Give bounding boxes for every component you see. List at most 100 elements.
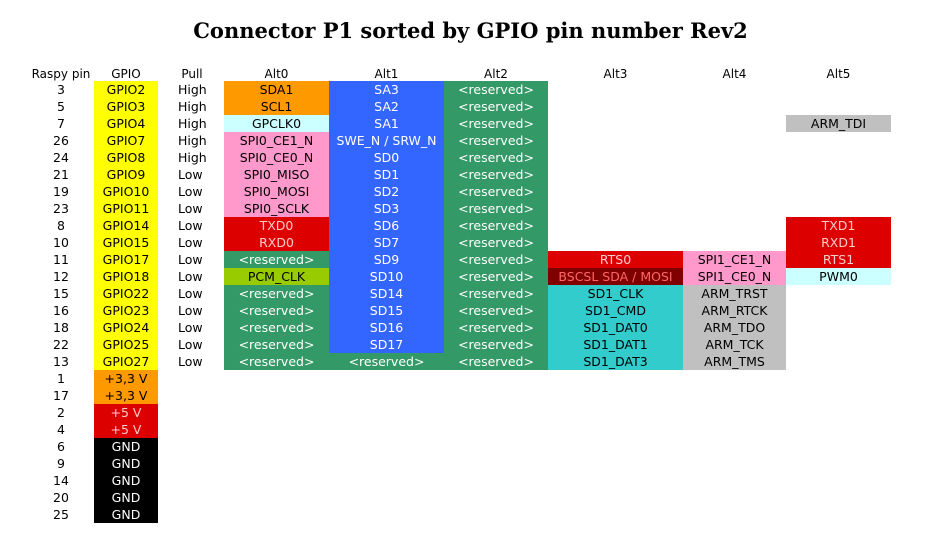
cell-pin: 16 xyxy=(53,303,69,318)
cell-gpio: +3,3 V xyxy=(94,370,158,387)
cell-pin: 15 xyxy=(53,286,69,301)
cell-alt1: SWE_N / SRW_N xyxy=(329,132,444,149)
cell-gpio: GND xyxy=(94,438,158,455)
cell-alt4: ARM_TCK xyxy=(683,336,786,353)
cell-alt1: SD7 xyxy=(329,234,444,251)
cell-pin: 13 xyxy=(53,354,69,369)
cell-alt0: SPI0_MISO xyxy=(224,166,329,183)
cell-gpio: GPIO4 xyxy=(94,115,158,132)
cell-alt3: BSCSL SDA / MOSI xyxy=(548,268,683,285)
cell-alt5: TXD1 xyxy=(786,217,891,234)
header-alt4: Alt4 xyxy=(722,67,747,81)
cell-alt4: SPI1_CE1_N xyxy=(683,251,786,268)
cell-alt1: SD1 xyxy=(329,166,444,183)
cell-alt5: PWM0 xyxy=(786,268,891,285)
cell-pin: 26 xyxy=(53,133,69,148)
cell-alt4: SPI1_CE0_N xyxy=(683,268,786,285)
cell-alt0: <reserved> xyxy=(224,353,329,370)
cell-alt2: <reserved> xyxy=(444,149,548,166)
cell-alt2: <reserved> xyxy=(444,336,548,353)
cell-alt3: SD1_CLK xyxy=(548,285,683,302)
cell-pull: Low xyxy=(178,201,203,216)
cell-gpio: GPIO3 xyxy=(94,98,158,115)
cell-gpio: GND xyxy=(94,506,158,523)
cell-pin: 10 xyxy=(53,235,69,250)
header-alt3: Alt3 xyxy=(603,67,628,81)
cell-pull: High xyxy=(178,133,207,148)
cell-alt4: ARM_RTCK xyxy=(683,302,786,319)
cell-alt2: <reserved> xyxy=(444,183,548,200)
cell-gpio: GND xyxy=(94,489,158,506)
cell-alt1: SD16 xyxy=(329,319,444,336)
cell-alt0: <reserved> xyxy=(224,319,329,336)
header-raspy-pin: Raspy pin xyxy=(31,67,91,81)
cell-alt1: SD6 xyxy=(329,217,444,234)
cell-alt0: SCL1 xyxy=(224,98,329,115)
cell-alt0: <reserved> xyxy=(224,336,329,353)
header-alt0: Alt0 xyxy=(264,67,289,81)
cell-alt5: RXD1 xyxy=(786,234,891,251)
cell-alt1: SA2 xyxy=(329,98,444,115)
cell-gpio: GPIO24 xyxy=(94,319,158,336)
cell-alt1: <reserved> xyxy=(329,353,444,370)
cell-alt0: SPI0_CE0_N xyxy=(224,149,329,166)
cell-gpio: +5 V xyxy=(94,421,158,438)
cell-pull: Low xyxy=(178,218,203,233)
cell-alt0: PCM_CLK xyxy=(224,268,329,285)
cell-alt2: <reserved> xyxy=(444,302,548,319)
cell-gpio: GPIO23 xyxy=(94,302,158,319)
cell-pin: 19 xyxy=(53,184,69,199)
cell-gpio: GPIO2 xyxy=(94,81,158,98)
header-pull: Pull xyxy=(181,67,203,81)
cell-gpio: GPIO22 xyxy=(94,285,158,302)
cell-alt3: SD1_DAT3 xyxy=(548,353,683,370)
cell-pin: 4 xyxy=(57,422,65,437)
cell-alt0: <reserved> xyxy=(224,285,329,302)
cell-pin: 24 xyxy=(53,150,69,165)
cell-alt1: SD14 xyxy=(329,285,444,302)
cell-pull: Low xyxy=(178,252,203,267)
cell-alt1: SD0 xyxy=(329,149,444,166)
cell-pull: Low xyxy=(178,184,203,199)
cell-alt0: SPI0_MOSI xyxy=(224,183,329,200)
cell-gpio: +5 V xyxy=(94,404,158,421)
cell-alt5: RTS1 xyxy=(786,251,891,268)
cell-alt0: RXD0 xyxy=(224,234,329,251)
cell-gpio: GPIO8 xyxy=(94,149,158,166)
cell-alt0: SPI0_SCLK xyxy=(224,200,329,217)
cell-alt0: SPI0_CE1_N xyxy=(224,132,329,149)
cell-pull: Low xyxy=(178,354,203,369)
cell-pull: Low xyxy=(178,337,203,352)
cell-alt2: <reserved> xyxy=(444,268,548,285)
cell-pull: Low xyxy=(178,320,203,335)
cell-alt0: <reserved> xyxy=(224,302,329,319)
header-alt2: Alt2 xyxy=(484,67,508,81)
cell-alt2: <reserved> xyxy=(444,285,548,302)
header-alt1: Alt1 xyxy=(374,67,399,81)
cell-alt0: SDA1 xyxy=(224,81,329,98)
cell-pin: 14 xyxy=(53,473,69,488)
cell-alt5: ARM_TDI xyxy=(786,115,891,132)
cell-pull: Low xyxy=(178,286,203,301)
cell-gpio: GPIO18 xyxy=(94,268,158,285)
cell-alt1: SA1 xyxy=(329,115,444,132)
cell-alt1: SD10 xyxy=(329,268,444,285)
cell-gpio: GPIO27 xyxy=(94,353,158,370)
cell-alt4: ARM_TMS xyxy=(683,353,786,370)
cell-pin: 12 xyxy=(53,269,69,284)
cell-alt2: <reserved> xyxy=(444,115,548,132)
cell-alt3: SD1_CMD xyxy=(548,302,683,319)
cell-pull: High xyxy=(178,82,207,97)
cell-gpio: GPIO14 xyxy=(94,217,158,234)
cell-gpio: GPIO10 xyxy=(94,183,158,200)
cell-pull: Low xyxy=(178,167,203,182)
cell-alt2: <reserved> xyxy=(444,353,548,370)
cell-pin: 5 xyxy=(57,99,65,114)
cell-alt2: <reserved> xyxy=(444,98,548,115)
cell-alt2: <reserved> xyxy=(444,200,548,217)
cell-pin: 7 xyxy=(57,116,65,131)
cell-pin: 20 xyxy=(53,490,69,505)
cell-alt1: SD9 xyxy=(329,251,444,268)
cell-pin: 18 xyxy=(53,320,69,335)
cell-pin: 17 xyxy=(53,388,69,403)
